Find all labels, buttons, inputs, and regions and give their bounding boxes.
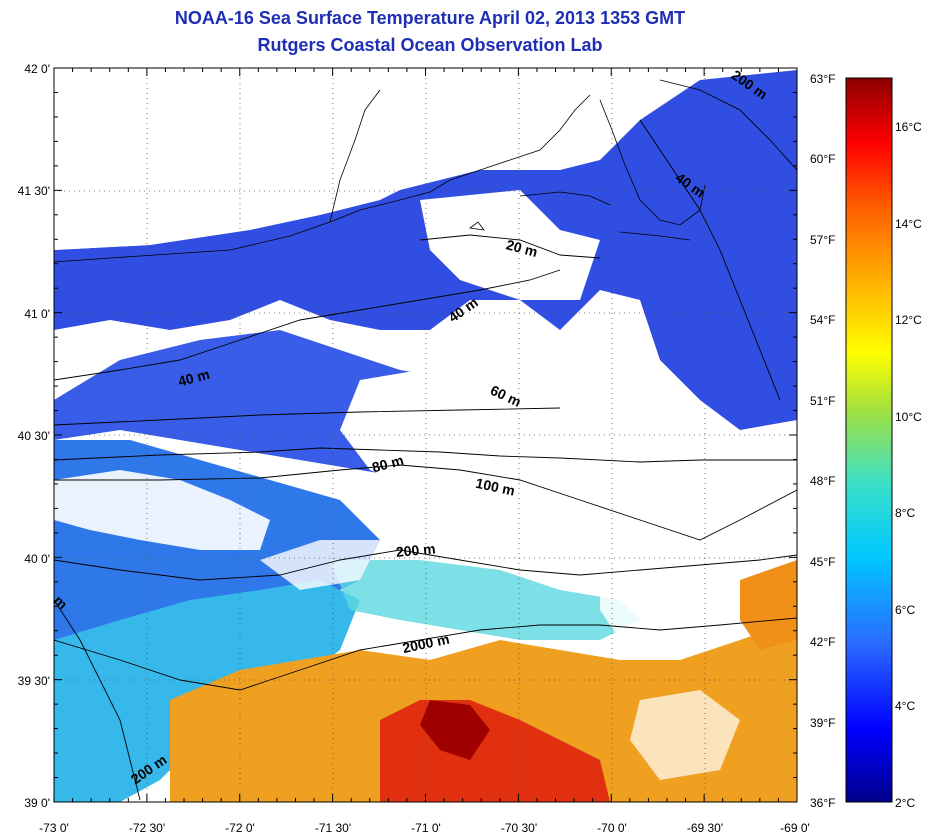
lat-label-41-0: 41 0' — [24, 307, 50, 321]
lon-label-69-30: -69 30' — [687, 821, 723, 835]
c-label-8: 8°C — [895, 506, 915, 520]
lat-axis-labels: 42 0' 41 30' 41 0' 40 30' 40 0' 39 30' 3… — [18, 62, 50, 810]
contour-label-2000m: 2000 m — [401, 631, 451, 657]
f-label-48: 48°F — [810, 474, 835, 488]
lat-label-41-30: 41 30' — [18, 184, 50, 198]
sst-region-cold-north — [54, 70, 797, 430]
f-label-57: 57°F — [810, 233, 835, 247]
c-label-14: 14°C — [895, 217, 922, 231]
c-label-6: 6°C — [895, 603, 915, 617]
cloud-area-5 — [54, 68, 620, 250]
f-label-36: 36°F — [810, 796, 835, 810]
contour-label-200m: 200 m — [395, 540, 436, 559]
lon-label-71-30: -71 30' — [315, 821, 351, 835]
isobath-20m — [419, 234, 601, 259]
contour-label-40m-west: 40 m — [176, 366, 211, 390]
cloud-area-4 — [600, 560, 740, 650]
contour-label-20m: 20 m — [504, 236, 539, 260]
sst-region-warm-southeast — [740, 560, 797, 650]
lon-label-73-0: -73 0' — [39, 821, 69, 835]
isobath-40m-east — [639, 119, 781, 401]
lon-label-70-0: -70 0' — [597, 821, 627, 835]
lat-label-40-30: 40 30' — [18, 429, 50, 443]
lat-label-40-0: 40 0' — [24, 552, 50, 566]
lat-label-39-30: 39 30' — [18, 674, 50, 688]
celsius-scale: 16°C 14°C 12°C 10°C 8°C 6°C 4°C 2°C — [895, 120, 922, 810]
sst-region-mild-center — [330, 560, 640, 640]
lat-label-39-0: 39 0' — [24, 796, 50, 810]
coast-marthas-vineyard — [519, 191, 611, 206]
f-label-63: 63°F — [810, 72, 835, 86]
f-label-51: 51°F — [810, 394, 835, 408]
fahrenheit-scale: 63°F 60°F 57°F 54°F 51°F 48°F 45°F 42°F … — [810, 72, 835, 810]
coast-long-island — [54, 179, 451, 263]
sst-field — [54, 68, 797, 802]
c-label-10: 10°C — [895, 410, 922, 424]
lon-label-71-0: -71 0' — [411, 821, 441, 835]
c-label-12: 12°C — [895, 313, 922, 327]
axis-ticks — [53, 67, 798, 803]
c-label-2: 2°C — [895, 796, 915, 810]
coast-nantucket — [619, 231, 691, 241]
lat-label-42-0: 42 0' — [24, 62, 50, 76]
isobath-200m — [54, 549, 797, 581]
isobath-80m — [54, 447, 797, 463]
f-label-39: 39°F — [810, 716, 835, 730]
f-label-60: 60°F — [810, 152, 835, 166]
page-subtitle: Rutgers Coastal Ocean Observation Lab — [257, 35, 603, 55]
cloud-area-7 — [630, 690, 740, 780]
isobath-40m-north — [54, 269, 561, 381]
colorbar — [845, 77, 893, 803]
cloud-area-2 — [340, 360, 740, 540]
isobath-60m — [54, 407, 561, 426]
contour-label-80m: 80 m — [370, 452, 405, 476]
coast-block-island — [468, 221, 485, 231]
coastline — [54, 89, 706, 263]
isobath-200m-ne — [659, 79, 797, 171]
lon-label-70-30: -70 30' — [501, 821, 537, 835]
c-label-16: 16°C — [895, 120, 922, 134]
lon-label-69-0: -69 0' — [780, 821, 810, 835]
isobath-100m — [54, 464, 797, 541]
coast-rhode-island — [449, 94, 591, 181]
f-label-54: 54°F — [810, 313, 835, 327]
f-label-45: 45°F — [810, 555, 835, 569]
coast-connecticut — [329, 89, 381, 223]
lon-label-72-0: -72 0' — [225, 821, 255, 835]
cloud-area-3 — [54, 470, 270, 550]
f-label-42: 42°F — [810, 635, 835, 649]
lon-axis-labels: -73 0' -72 30' -72 0' -71 30' -71 0' -70… — [39, 821, 810, 835]
cloud-area-1 — [420, 190, 600, 300]
coast-cape-cod — [599, 99, 706, 226]
isobath-200m-sw — [54, 599, 141, 801]
lon-label-72-30: -72 30' — [129, 821, 165, 835]
c-label-4: 4°C — [895, 699, 915, 713]
sst-region-hot-deep — [420, 700, 490, 760]
page-title: NOAA-16 Sea Surface Temperature April 02… — [174, 8, 686, 28]
